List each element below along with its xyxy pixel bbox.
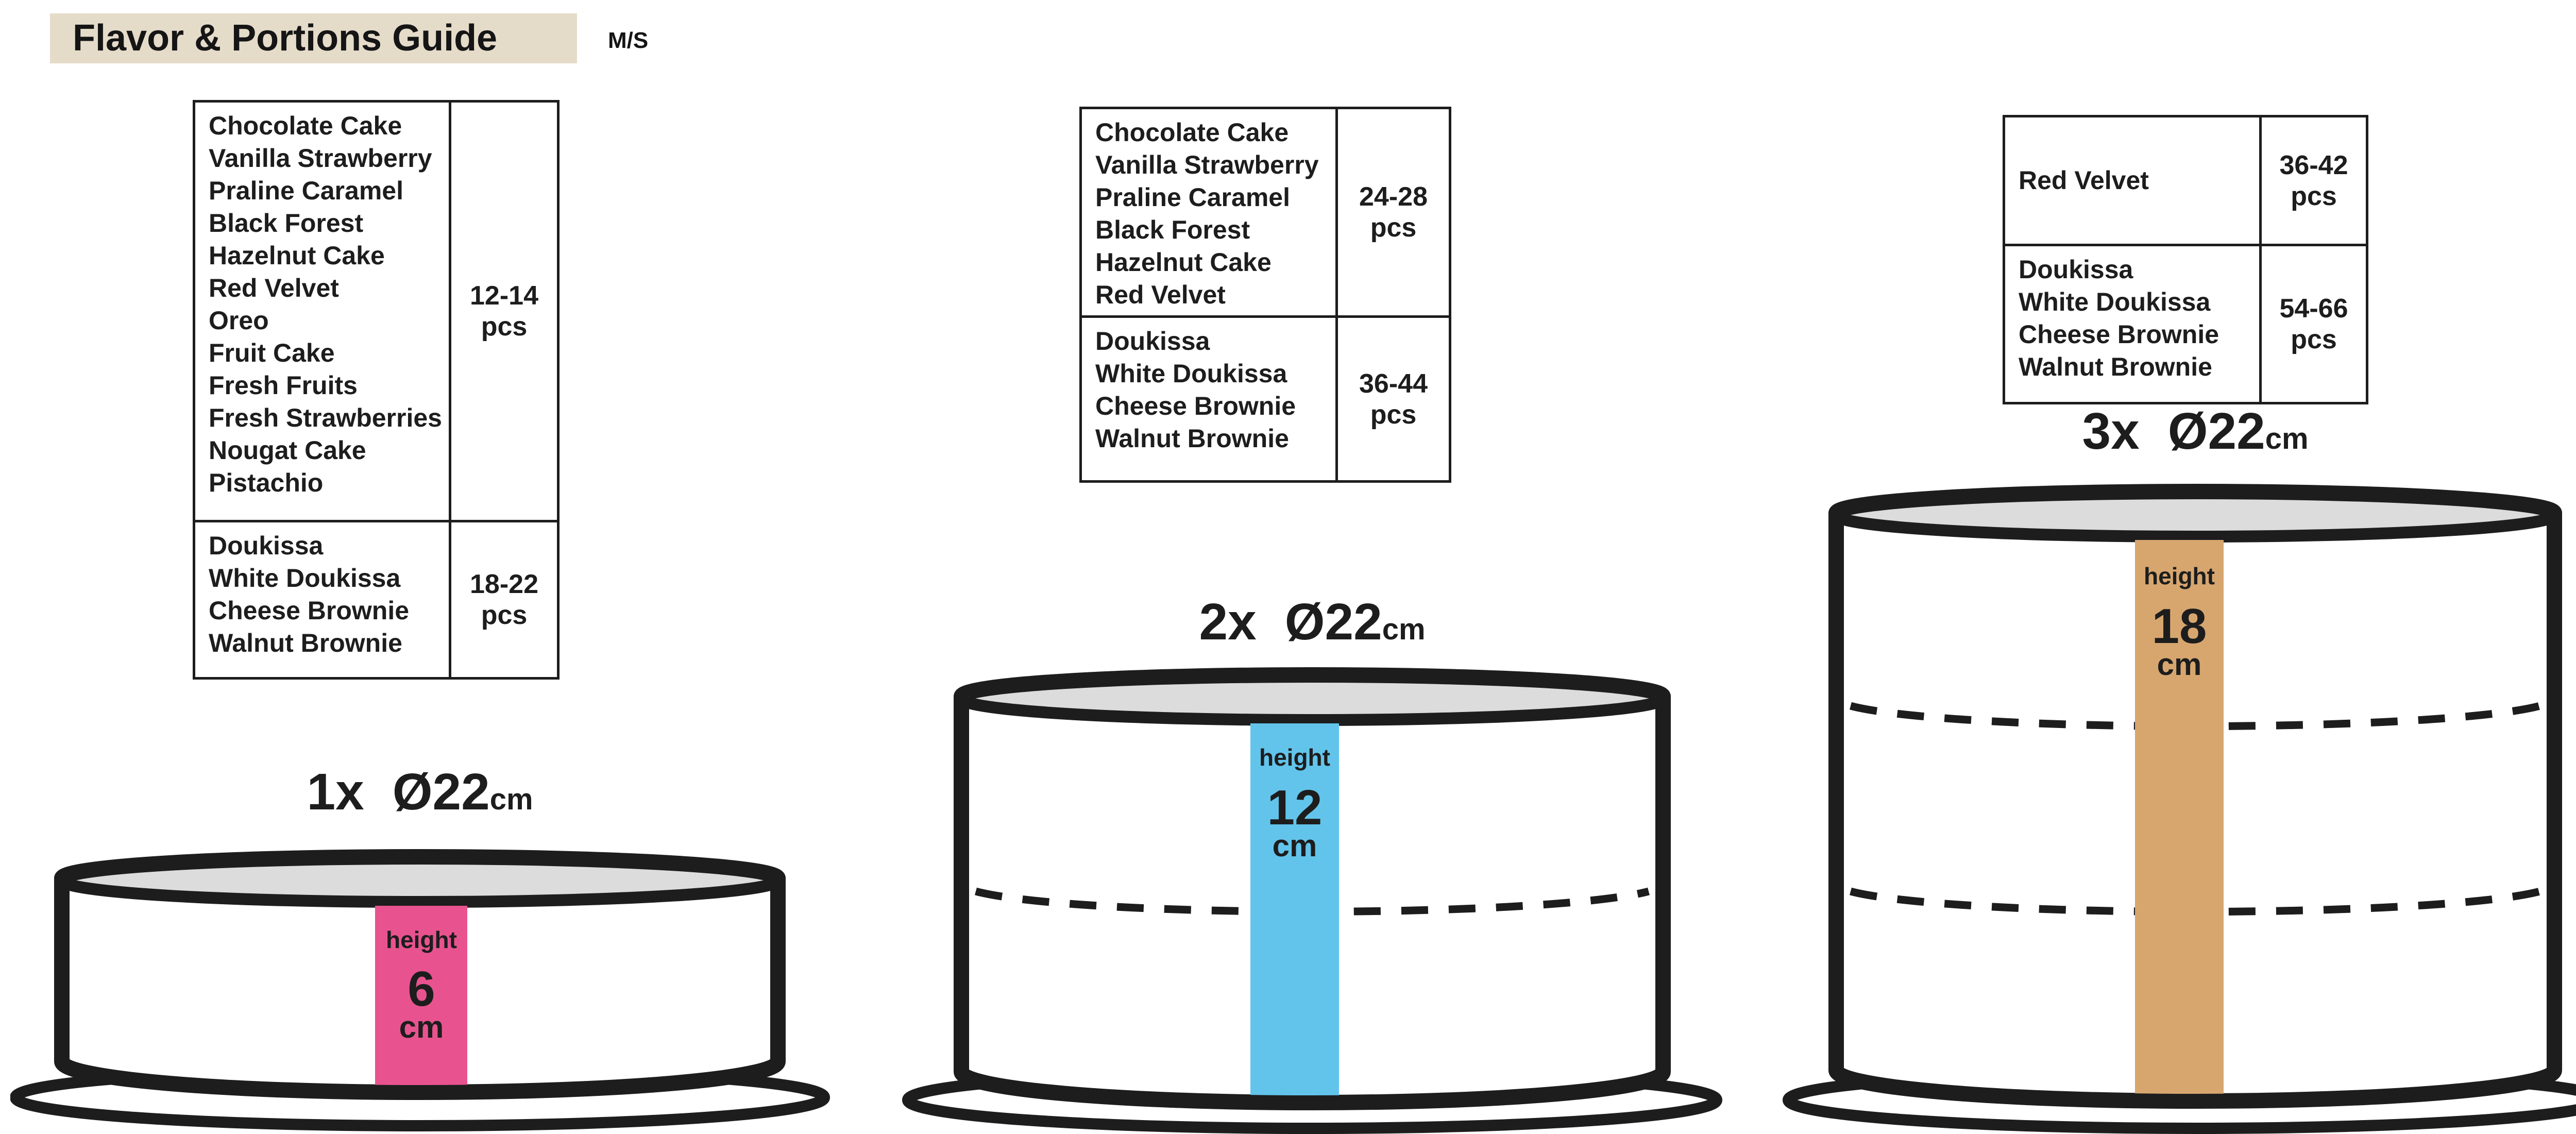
flavor-item: Red Velvet [209,274,339,302]
flavor-list: Chocolate Cake Vanilla Strawberry Praline … [195,103,451,522]
portion-range: 54-66 [2279,294,2348,324]
flavor-table-3x: Red Velvet 36-42 pcs Doukissa White Douki… [2003,115,2368,404]
height-bar-unit: cm [1273,828,1317,863]
flavor-item: Chocolate Cake [1095,118,1289,147]
height-bar-unit: cm [2157,647,2202,682]
flavor-item: Hazelnut Cake [1095,248,1272,277]
flavor-item: Doukissa [209,531,324,560]
cake-illustration-1x: height 6 cm [10,849,830,1131]
cake-bottom-edge [55,1058,785,1099]
portion-count: 18-22 pcs [451,522,557,677]
flavor-item: Cheese Brownie [1095,392,1296,420]
cake-size-label-3x: 3x Ø22cm [1948,403,2443,467]
flavor-item: Fresh Strawberries [209,403,442,432]
cake-size-label-2x: 2x Ø22cm [1065,594,1560,658]
size-code-label: M/S [608,28,649,53]
flavor-list: Doukissa White Doukissa Cheese Brownie Waln… [195,522,451,677]
height-bar-label: height [386,926,457,953]
cake-diameter: Ø22 [2167,402,2265,460]
portion-count: 24-28 pcs [1338,109,1449,318]
flavor-item: Vanilla Strawberry [1095,150,1319,179]
flavor-item: Praline Caramel [1095,183,1290,212]
cake-diameter-unit: cm [489,783,533,816]
portion-count: 36-42 pcs [2262,117,2366,246]
cake-top-rim [54,849,786,884]
flavor-item: Doukissa [2019,255,2133,284]
portion-unit: pcs [1370,213,1417,243]
flavor-list: Red Velvet [2005,117,2262,246]
flavor-item: Doukissa [1095,327,1210,356]
portion-count: 36-44 pcs [1338,318,1449,480]
portion-unit: pcs [481,600,528,630]
flavor-item: Red Velvet [2019,166,2149,195]
flavor-table-2x: Chocolate Cake Vanilla Strawberry Praline … [1079,107,1451,483]
cake-illustration-3x: height 18 cm [1783,484,2576,1134]
flavor-list: Doukissa White Doukissa Cheese Brownie Waln… [1082,318,1338,480]
height-bar-unit: cm [399,1010,444,1044]
cake-bottom-edge [954,1069,1670,1110]
cake-top-rim [1828,484,2562,518]
page-title: Flavor & Portions Guide [50,13,577,63]
flavor-item: Black Forest [1095,215,1250,244]
portion-range: 12-14 [470,281,538,311]
flavor-item: Cheese Brownie [2019,320,2219,349]
height-bar-value: 18 [2152,599,2207,654]
height-bar [375,906,467,1091]
cake-count: 3x [2082,402,2140,460]
portion-unit: pcs [2291,325,2337,354]
portion-unit: pcs [2291,181,2337,211]
flavor-list: Chocolate Cake Vanilla Strawberry Praline … [1082,109,1338,318]
cake-diameter: Ø22 [392,763,490,821]
flavor-item: Red Velvet [1095,280,1226,309]
height-bar-label: height [2144,563,2215,589]
height-bar [1250,723,1339,1101]
flavor-item: Cheese Brownie [209,596,410,625]
flavor-table-1x: Chocolate Cake Vanilla Strawberry Praline … [193,100,560,680]
flavor-item: Praline Caramel [209,176,403,205]
flavor-item: Fresh Fruits [209,371,358,400]
flavor-item: Walnut Brownie [1095,424,1289,453]
height-bar [2135,540,2224,1099]
portion-unit: pcs [1370,399,1417,430]
portion-unit: pcs [481,312,528,342]
flavor-item: Oreo [209,306,269,335]
flavor-item: White Doukissa [2019,287,2211,316]
cake-count: 1x [307,763,364,821]
portion-range: 36-42 [2279,150,2348,180]
height-bar-label: height [1259,744,1330,771]
cake-diameter-unit: cm [2265,422,2309,455]
height-bar-value: 12 [1267,780,1323,835]
height-bar-value: 6 [408,961,435,1017]
flavor-item: Hazelnut Cake [209,241,385,270]
cake-bottom-edge [1829,1067,2562,1108]
flavor-item: Fruit Cake [209,338,335,367]
flavor-item: Vanilla Strawberry [209,144,432,173]
flavor-list: Doukissa White Doukissa Cheese Brownie Waln… [2005,246,2262,402]
page-title-text: Flavor & Portions Guide [73,18,498,59]
portion-range: 36-44 [1359,368,1428,399]
flavor-item: Nougat Cake [209,436,366,465]
flavor-item: White Doukissa [1095,359,1287,388]
cake-top-rim [954,667,1671,702]
flavor-item: Chocolate Cake [209,111,402,140]
flavor-item: Black Forest [209,209,364,238]
cake-illustration-2x: height 12 cm [902,667,1722,1134]
portion-range: 24-28 [1359,182,1428,212]
cake-count: 2x [1199,593,1257,651]
portion-range: 18-22 [470,569,538,599]
flavor-item: Pistachio [209,468,324,497]
flavor-item: White Doukissa [209,564,401,593]
flavor-item: Walnut Brownie [209,629,402,657]
cake-size-label-1x: 1x Ø22cm [173,764,667,828]
flavor-item: Walnut Brownie [2019,352,2212,381]
portion-count: 12-14 pcs [451,103,557,522]
portion-count: 54-66 pcs [2262,246,2366,402]
cake-diameter-unit: cm [1382,613,1426,646]
cake-diameter: Ø22 [1284,593,1382,651]
